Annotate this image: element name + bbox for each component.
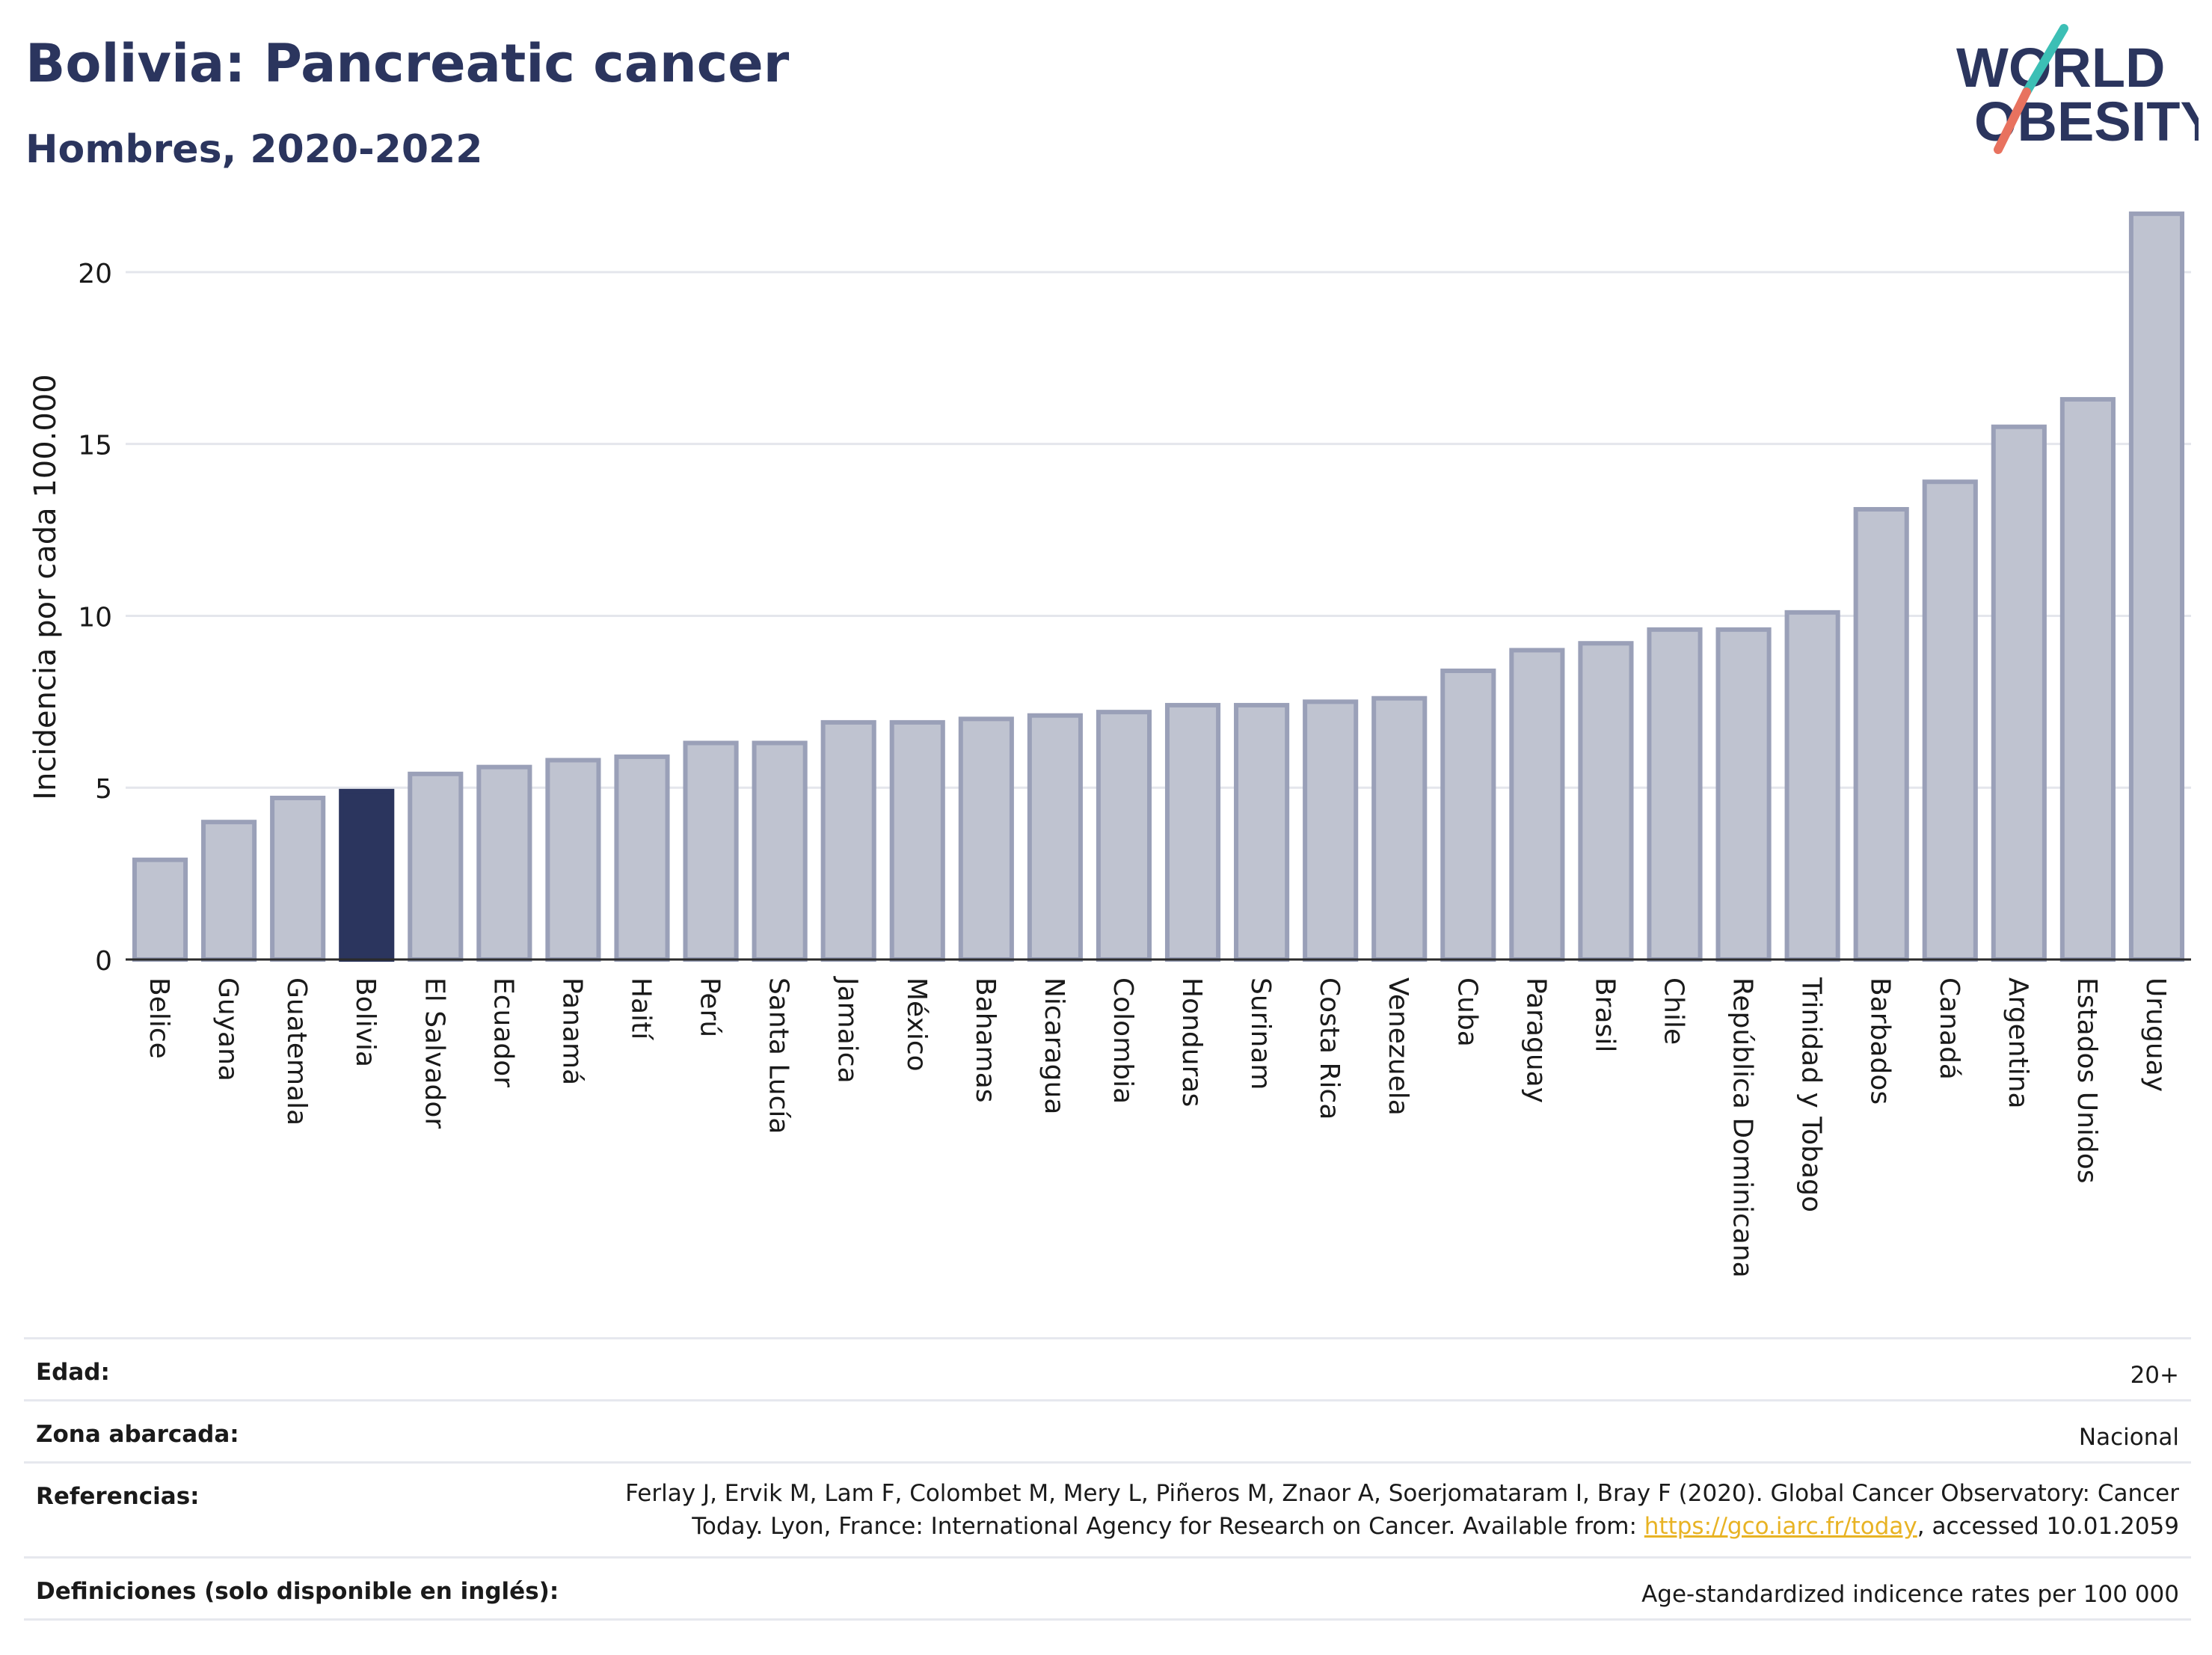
bar [1164,702,1221,962]
x-tick-label: Bolivia [350,977,381,1067]
bar [1096,710,1152,962]
y-tick-label: 10 [78,602,112,633]
bar [1440,668,1496,962]
info-row-zone: Zona abarcada: Nacional [24,1399,2191,1461]
x-tick-label: Guatemala [281,977,312,1126]
bar [683,740,739,962]
info-label-definitions: Definiciones (solo disponible en inglés)… [36,1578,559,1605]
logo-slash-coral [1994,87,2031,154]
x-tick-label: Perú [695,977,725,1037]
x-tick-label: Brasil [1589,977,1620,1052]
x-tick-label: Colombia [1107,977,1138,1104]
x-tick-label: Bahamas [970,977,1001,1103]
info-label-references: Referencias: [36,1483,200,1510]
logo-slash-teal [2022,24,2068,96]
references-line-1: Ferlay J, Ervik M, Lam F, Colombet M, Me… [625,1480,2179,1507]
x-tick-label: Venezuela [1383,977,1413,1116]
bar [2128,211,2185,962]
references-link[interactable]: https://gco.iarc.fr/today [1644,1513,1917,1540]
bar-chart: 0 5 10 15 20 Belice Guyana Guatemala Bolivia El S… [28,211,2191,1278]
x-tick-label: Jamaica [832,976,863,1084]
bar [476,764,532,962]
x-tick-label: Costa Rica [1314,977,1345,1120]
y-tick-label: 0 [95,946,112,977]
bar [958,716,1014,962]
x-tick-label: Honduras [1176,977,1207,1107]
references-line-2-post: , accessed 10.01.2059 [1917,1513,2179,1540]
info-row-definitions: Definiciones (solo disponible en inglés)… [24,1556,2191,1621]
x-tick-label: Trinidad y Tobago [1796,977,1827,1212]
bar [1303,699,1359,962]
x-tick-label: Haití [626,977,657,1040]
bar-highlight [339,788,395,962]
bar [1853,506,1909,962]
x-tick-label: Uruguay [2140,977,2171,1092]
logo-text-world: WORLD [1956,37,2166,99]
y-tick-label: 15 [78,431,112,461]
gridlines [126,271,2191,789]
bar [820,719,876,962]
x-tick-label: Ecuador [488,977,518,1087]
x-tick-label: México [901,977,932,1072]
x-tick-label: Panamá [556,977,587,1085]
x-tick-label: Guyana [212,977,243,1081]
info-label-age: Edad: [36,1359,110,1386]
info-value-age: 20+ [2130,1362,2179,1389]
y-axis-label: Incidencia por cada 100.000 [28,374,63,800]
bar [545,758,601,962]
bar [1578,641,1634,962]
x-tick-label: Canadá [1934,977,1964,1080]
x-tick-label: Nicaragua [1039,977,1069,1114]
chart-title: Bolivia: Pancreatic cancer [25,33,790,94]
info-row-references: Referencias: Ferlay J, Ervik M, Lam F, C… [24,1461,2191,1556]
chart-subtitle: Hombres, 2020-2022 [25,127,483,172]
info-value-zone: Nacional [2078,1424,2179,1451]
x-tick-label: Surinam [1245,977,1276,1090]
bar [1027,713,1083,962]
bar [889,719,945,962]
world-obesity-logo: WORLD OBESITY [1956,24,2199,154]
bar [1922,479,1978,962]
bar [1715,627,1772,962]
x-tick-label: Barbados [1865,977,1896,1105]
bar [752,740,808,962]
bar [2059,396,2116,962]
bar [132,857,188,962]
x-tick-label: Santa Lucía [764,977,794,1134]
bar [1647,627,1703,962]
x-tick-label: Chile [1659,977,1689,1045]
bar [408,771,464,962]
bar [1509,648,1565,962]
bar [1371,696,1428,962]
x-tick-label: República Dominicana [1727,977,1758,1278]
info-value-references: Ferlay J, Ervik M, Lam F, Colombet M, Me… [625,1477,2179,1543]
references-line-2-pre: Today. Lyon, France: International Agenc… [692,1513,1644,1540]
bar [270,796,326,962]
bar [1234,702,1290,962]
x-tick-label: Cuba [1451,977,1482,1047]
axes: 0 5 10 15 20 Belice Guyana Guatemala Bolivia El S… [78,259,2191,1278]
info-label-zone: Zona abarcada: [36,1421,239,1448]
bar [1991,424,2047,962]
bars [132,211,2185,962]
y-tick-label: 20 [78,259,112,289]
bar [1784,610,1840,962]
x-tick-label: Paraguay [1520,977,1551,1103]
x-tick-label: Belice [144,977,174,1059]
x-tick-label: Estados Unidos [2071,977,2102,1184]
bar [201,820,257,962]
info-value-definitions: Age-standardized indicence rates per 100… [1641,1581,2179,1608]
info-row-age: Edad: 20+ [24,1337,2191,1399]
x-tick-label: Argentina [2003,977,2033,1109]
x-tick-label: El Salvador [419,977,449,1129]
y-tick-label: 5 [95,774,112,805]
bar [614,754,670,962]
